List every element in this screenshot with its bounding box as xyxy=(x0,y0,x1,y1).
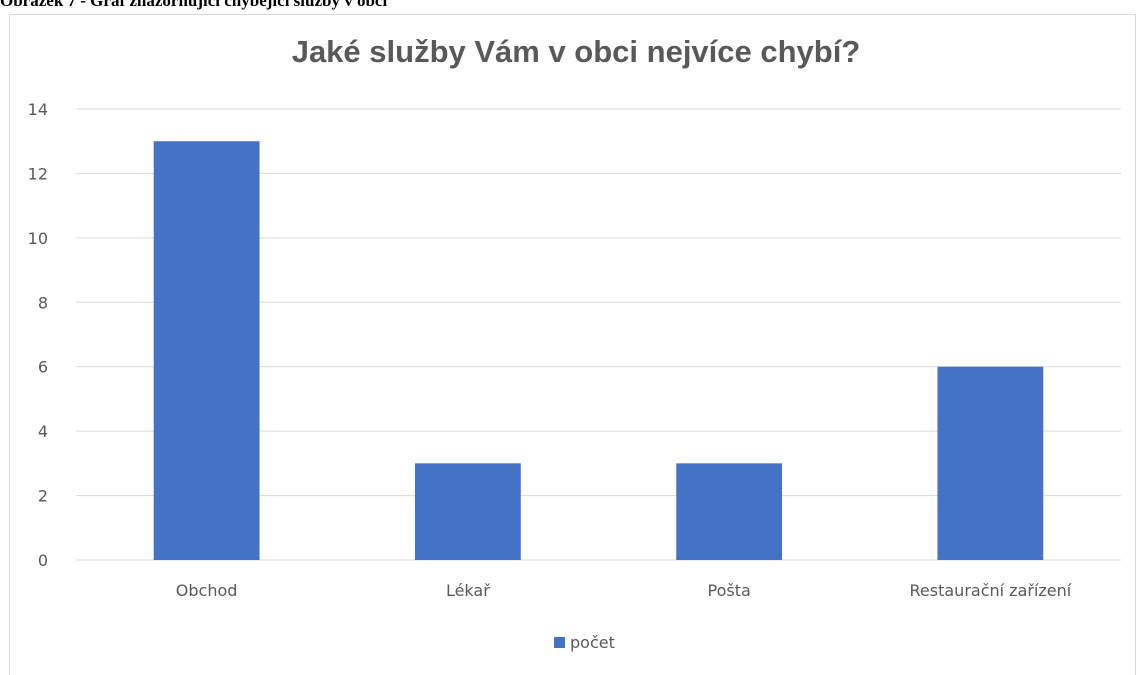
chart-title: Jaké služby Vám v obci nejvíce chybí? xyxy=(292,34,861,69)
y-tick-label: 8 xyxy=(38,293,48,312)
bars xyxy=(153,141,1044,560)
x-tick-label: Restaurační zařízení xyxy=(910,581,1072,600)
legend-label: počet xyxy=(570,633,615,652)
x-axis-ticks: Obchod Lékař Pošta Restaurační zařízení xyxy=(176,581,1072,600)
y-tick-label: 2 xyxy=(38,487,48,506)
y-axis-ticks: 0 2 4 6 8 10 12 14 xyxy=(28,100,48,570)
x-tick-label: Obchod xyxy=(176,581,238,600)
legend-swatch xyxy=(554,637,565,648)
chart-frame xyxy=(9,14,1136,675)
bar xyxy=(153,141,260,560)
y-tick-label: 6 xyxy=(38,358,48,377)
y-tick-label: 0 xyxy=(38,551,48,570)
bar xyxy=(937,366,1044,560)
y-tick-label: 10 xyxy=(28,229,48,248)
x-tick-label: Lékař xyxy=(446,581,490,600)
x-tick-label: Pošta xyxy=(707,581,750,600)
y-tick-label: 12 xyxy=(28,164,48,183)
y-tick-label: 4 xyxy=(38,422,48,441)
figure-caption: Obrázek 7 - Graf znázorňující chybějící … xyxy=(0,0,388,10)
legend: počet xyxy=(554,633,615,652)
bar xyxy=(414,463,521,560)
bar xyxy=(676,463,783,560)
y-tick-label: 14 xyxy=(28,100,48,119)
